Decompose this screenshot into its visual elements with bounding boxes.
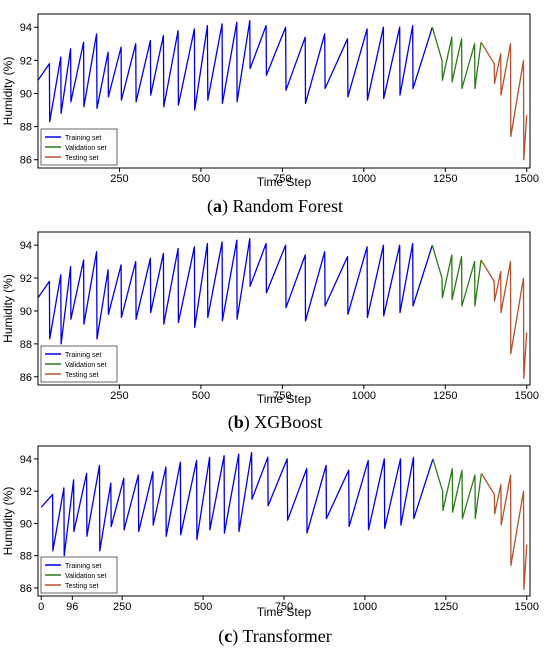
- legend: Training set Validation set Testing set: [40, 128, 118, 166]
- x-tick-label: 250: [113, 601, 131, 613]
- x-tick-label: 750: [273, 390, 291, 402]
- x-tick-label: 1250: [433, 173, 457, 185]
- x-tick-label: 1500: [515, 601, 539, 613]
- x-tick-label: 96: [66, 601, 78, 613]
- series-line-validation: [431, 245, 482, 307]
- x-axis-label: Time Step: [257, 392, 312, 406]
- caption-b-name: XGBoost: [254, 412, 323, 432]
- x-tick-label: 1250: [434, 601, 458, 613]
- series-line-testing: [480, 473, 528, 591]
- caption-b-letter: b: [233, 412, 244, 432]
- legend: Training set Validation set Testing set: [40, 556, 118, 594]
- x-tick-label: 750: [273, 173, 291, 185]
- legend-label-validation: Validation set: [65, 145, 107, 152]
- series-line-validation: [431, 27, 482, 90]
- y-tick-label: 86: [20, 155, 32, 167]
- x-tick-label: 1000: [353, 601, 377, 613]
- caption-a-name: Random Forest: [232, 196, 344, 216]
- y-tick-label: 94: [20, 240, 32, 252]
- x-tick-label: 1500: [514, 390, 538, 402]
- x-tick-label: 750: [275, 601, 293, 613]
- y-axis-label: Humidity (%): [1, 57, 15, 126]
- x-tick-label: 1000: [352, 173, 376, 185]
- series-line-testing: [480, 259, 528, 380]
- series-line-training: [37, 19, 433, 123]
- x-tick-label: 1000: [352, 390, 376, 402]
- x-axis-label: Time Step: [257, 175, 312, 189]
- legend-label-training: Training set: [65, 135, 101, 142]
- caption-c: (c) Transformer: [218, 626, 332, 646]
- x-tick-label: 0: [38, 601, 44, 613]
- x-tick-label: 1500: [514, 173, 538, 185]
- legend-label-testing: Testing set: [65, 583, 99, 590]
- x-tick-label: 500: [194, 601, 212, 613]
- legend-label-testing: Testing set: [65, 155, 99, 162]
- y-tick-label: 88: [20, 551, 32, 563]
- legend-label-validation: Validation set: [65, 362, 107, 369]
- y-tick-label: 88: [20, 122, 32, 134]
- caption-c-name: Transformer: [242, 626, 332, 646]
- legend-label-training: Training set: [65, 563, 101, 570]
- x-tick-label: 250: [110, 173, 128, 185]
- legend-label-validation: Validation set: [65, 573, 107, 580]
- x-axis-label: Time Step: [257, 605, 312, 619]
- y-tick-label: 92: [20, 273, 32, 285]
- legend-box: [40, 345, 118, 383]
- y-tick-label: 92: [20, 486, 32, 498]
- y-axis-label: Humidity (%): [1, 274, 15, 343]
- chart-b-svg: 250 500 750 1000 1250 1500 86 88 90 92 94 Time Step…: [1, 231, 539, 406]
- chart-a-svg: 250 500 750 1000 1250 1500 86 88 90 92 94 Time Step…: [1, 13, 539, 189]
- chart-panel-a: 250 500 750 1000 1250 1500 86 88 90 92 94 Time Step…: [0, 0, 550, 192]
- y-axis-label: Humidity (%): [1, 487, 15, 556]
- y-tick-label: 94: [20, 22, 32, 34]
- series-line-validation: [432, 458, 483, 520]
- y-tick-label: 90: [20, 518, 32, 530]
- plot-frame: [37, 13, 531, 169]
- caption-c-letter: c: [224, 626, 233, 646]
- chart-c-svg: 0 96 250 500 750 1000 1250 1500 86 88 90 92 94 Time S…: [1, 445, 539, 619]
- y-tick-label: 92: [20, 55, 32, 67]
- x-tick-label: 1250: [433, 390, 457, 402]
- chart-panel-c: 0 96 250 500 750 1000 1250 1500 86 88 90 92 94 Time S…: [0, 438, 550, 623]
- legend-label-training: Training set: [65, 352, 101, 359]
- y-tick-label: 90: [20, 306, 32, 318]
- caption-a-letter: a: [213, 196, 222, 216]
- series-line-training: [37, 237, 433, 345]
- x-tick-label: 500: [192, 390, 210, 402]
- y-tick-label: 94: [20, 454, 32, 466]
- y-tick-label: 90: [20, 88, 32, 100]
- legend-label-testing: Testing set: [65, 372, 99, 379]
- y-tick-label: 88: [20, 339, 32, 351]
- y-tick-label: 86: [20, 583, 32, 595]
- series-line-training: [40, 451, 434, 557]
- y-tick-label: 86: [20, 372, 32, 384]
- legend: Training set Validation set Testing set: [40, 345, 118, 383]
- x-tick-label: 500: [192, 173, 210, 185]
- chart-panel-b: 250 500 750 1000 1250 1500 86 88 90 92 94 Time Step…: [0, 222, 550, 410]
- plot-frame: [37, 231, 531, 386]
- x-tick-label: 250: [110, 390, 128, 402]
- caption-a: (a) Random Forest: [207, 196, 344, 216]
- caption-b: (b) XGBoost: [227, 412, 323, 432]
- series-line-testing: [480, 41, 528, 161]
